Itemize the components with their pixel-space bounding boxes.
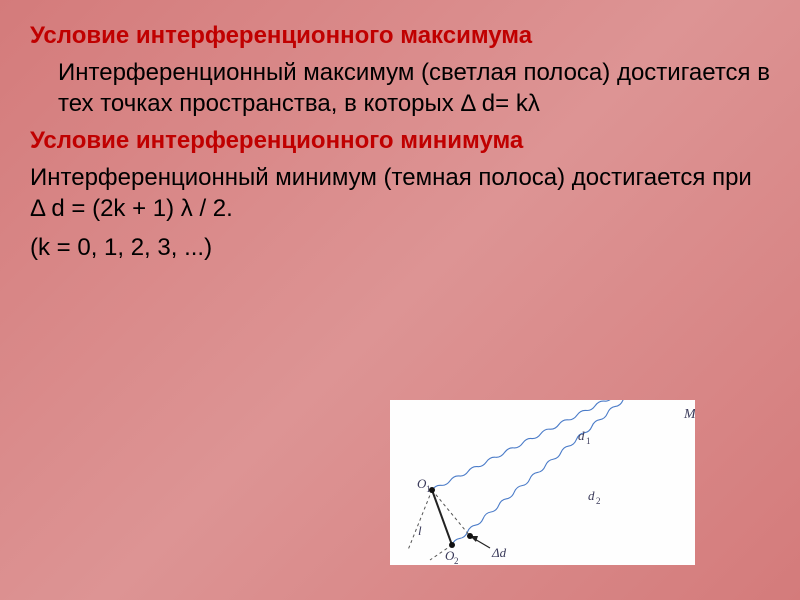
- label-l: l: [418, 523, 422, 538]
- svg-text:2: 2: [454, 556, 459, 565]
- label-d2: d: [588, 488, 595, 503]
- label-delta-d: Δd: [491, 545, 507, 560]
- line-l: [432, 490, 452, 545]
- min-condition-body: Интерференционный минимум (темная полоса…: [30, 163, 770, 224]
- max-condition-title: Условие интерференционного максимума: [30, 22, 770, 50]
- dashed-to-foot: [432, 490, 470, 536]
- k-values: (k = 0, 1, 2, 3, ...): [30, 233, 770, 264]
- wave-d2: [427, 400, 680, 545]
- svg-text:1: 1: [426, 484, 431, 494]
- svg-text:1: 1: [586, 436, 591, 446]
- min-condition-title: Условие интерференционного минимума: [30, 127, 770, 155]
- interference-diagram: O 1 O 2 M d 1 d 2 l Δd: [390, 400, 695, 565]
- point-foot: [467, 533, 473, 539]
- label-d1: d: [578, 428, 585, 443]
- max-condition-body: Интерференционный максимум (светлая поло…: [30, 58, 770, 119]
- label-m: M: [683, 407, 695, 422]
- wave-d1: [418, 400, 672, 490]
- svg-text:2: 2: [596, 496, 601, 506]
- delta-d-arrow: [470, 536, 490, 548]
- dashed-perp-1: [408, 490, 432, 550]
